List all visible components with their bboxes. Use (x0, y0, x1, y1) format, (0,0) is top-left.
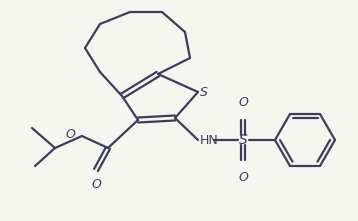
Text: S: S (200, 86, 208, 99)
Text: S: S (239, 133, 247, 147)
Text: HN: HN (200, 133, 219, 147)
Text: O: O (238, 96, 248, 109)
Text: O: O (91, 178, 101, 191)
Text: O: O (238, 171, 248, 184)
Text: O: O (65, 128, 75, 141)
